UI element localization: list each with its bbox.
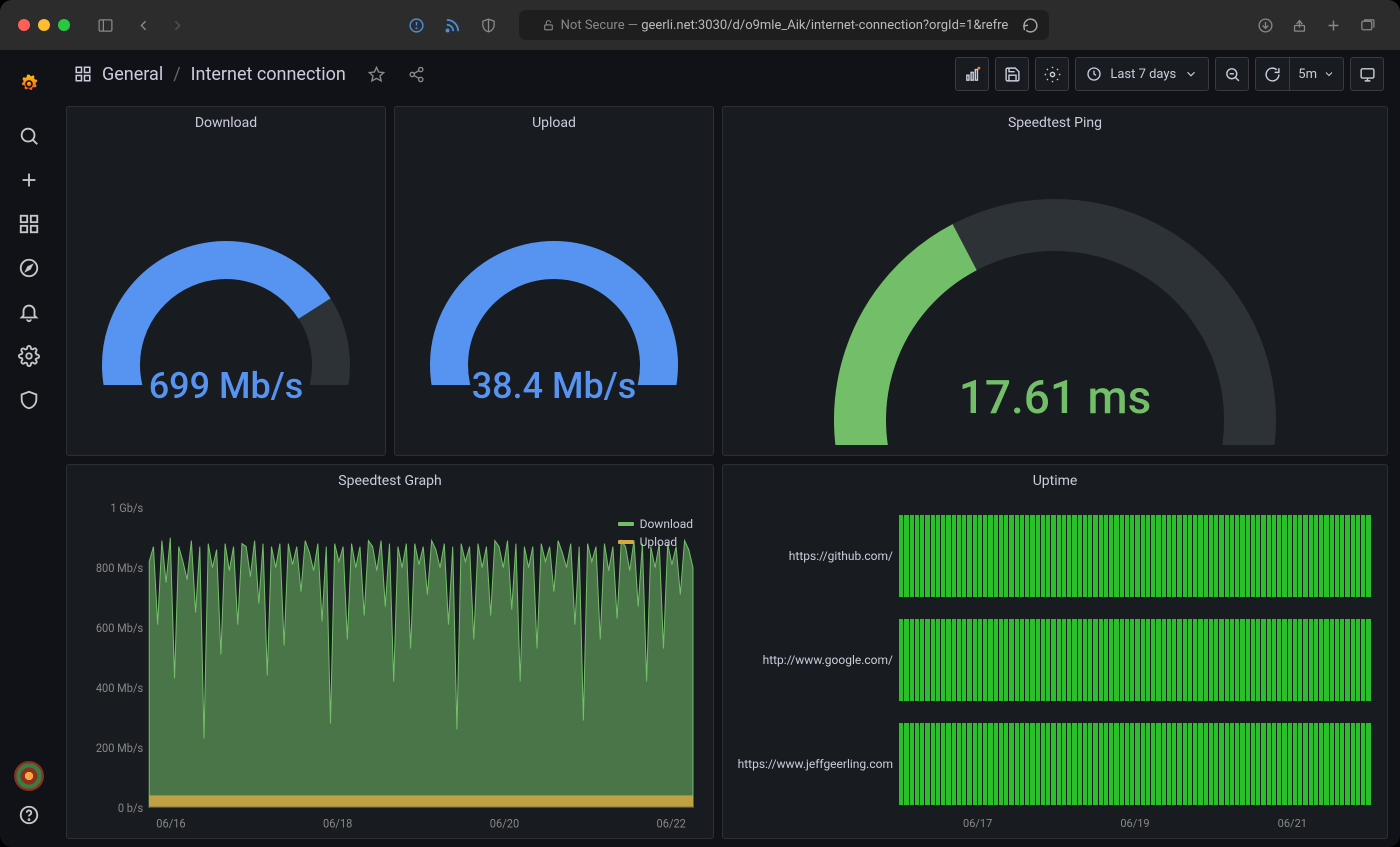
speedtest-chart: 0 b/s 200 Mb/s 400 Mb/s 600 Mb/s 800 Mb/s 1 G… [79, 501, 701, 834]
explore-icon[interactable] [9, 248, 49, 288]
create-icon[interactable] [9, 160, 49, 200]
zoom-out-button[interactable] [1215, 57, 1249, 91]
svg-text:06/16: 06/16 [156, 816, 185, 831]
clock-icon [1086, 66, 1102, 82]
url-bar[interactable]: Not Secure — geerli.net:3030/d/o9mle_Aik… [519, 10, 1049, 40]
uptime-row-label: https://www.jeffgeerling.com [723, 757, 893, 771]
breadcrumb-root[interactable]: General [102, 64, 163, 85]
server-admin-icon[interactable] [9, 380, 49, 420]
panel-title: Upload [395, 107, 713, 135]
svg-text:06/18: 06/18 [323, 816, 352, 831]
chevron-down-icon [1184, 67, 1198, 81]
uptime-row: https://github.com/ [723, 505, 1371, 607]
chart-legend: Download Upload [618, 517, 693, 553]
panel-uptime[interactable]: Uptime https://github.com/http://www.goo… [722, 464, 1388, 839]
download-gauge [86, 205, 366, 385]
nav-back-button[interactable] [128, 10, 158, 40]
chevron-down-icon [1323, 68, 1335, 80]
legend-label-upload: Upload [640, 535, 678, 549]
add-panel-button[interactable] [955, 57, 989, 91]
url-text: Not Secure — geerli.net:3030/d/o9mle_Aik… [561, 18, 1009, 33]
svg-text:0 b/s: 0 b/s [118, 800, 143, 815]
legend-label-download: Download [640, 517, 693, 531]
uptime-row-label: http://www.google.com/ [723, 653, 893, 667]
uptime-bars [899, 619, 1371, 701]
reload-button[interactable] [1015, 10, 1045, 40]
dashboard-settings-button[interactable] [1035, 57, 1069, 91]
help-icon[interactable] [9, 795, 49, 835]
svg-text:200 Mb/s: 200 Mb/s [96, 740, 143, 755]
shield-icon[interactable] [473, 10, 503, 40]
tab-overview-button[interactable] [1352, 10, 1382, 40]
panel-title: Speedtest Ping [723, 107, 1387, 135]
grafana-logo-icon[interactable] [9, 64, 49, 104]
svg-text:06/20: 06/20 [490, 816, 519, 831]
cycle-view-button[interactable] [1350, 57, 1384, 91]
svg-text:06/22: 06/22 [657, 816, 687, 831]
privacy-report-icon[interactable] [401, 10, 431, 40]
uptime-xaxis: 06/1706/1906/21 [723, 817, 1371, 830]
time-range-label: Last 7 days [1110, 67, 1176, 82]
panel-upload[interactable]: Upload 38.4 Mb/s [394, 106, 714, 456]
window-zoom-button[interactable] [58, 19, 70, 31]
uptime-chart: https://github.com/http://www.google.com… [723, 493, 1387, 838]
ping-value: 17.61 ms [959, 371, 1152, 425]
star-dashboard-button[interactable] [362, 59, 392, 89]
breadcrumb-page[interactable]: Internet connection [191, 64, 346, 85]
refresh-interval-picker[interactable]: 5m [1289, 57, 1344, 91]
downloads-button[interactable] [1250, 10, 1280, 40]
dashboards-icon[interactable] [9, 204, 49, 244]
download-value: 699 Mb/s [149, 365, 304, 407]
uptime-row: https://www.jeffgeerling.com [723, 713, 1371, 815]
panel-title: Download [67, 107, 385, 135]
time-range-picker[interactable]: Last 7 days [1075, 57, 1209, 91]
panel-speedtest-graph[interactable]: Speedtest Graph 0 b/s 200 Mb/s 400 Mb/s 600… [66, 464, 714, 839]
refresh-interval-label: 5m [1298, 67, 1317, 82]
upload-value: 38.4 Mb/s [472, 365, 637, 407]
rss-icon[interactable] [437, 10, 467, 40]
legend-swatch-download [618, 522, 634, 526]
breadcrumb: General / Internet connection [102, 64, 346, 85]
panel-ping[interactable]: Speedtest Ping 17.61 ms [722, 106, 1388, 456]
configuration-icon[interactable] [9, 336, 49, 376]
new-tab-button[interactable] [1318, 10, 1348, 40]
uptime-bars [899, 723, 1371, 805]
user-avatar[interactable] [14, 761, 44, 791]
svg-text:400 Mb/s: 400 Mb/s [96, 680, 143, 695]
lock-open-icon [542, 19, 555, 32]
window-minimize-button[interactable] [38, 19, 50, 31]
legend-swatch-upload [618, 540, 634, 544]
alerting-icon[interactable] [9, 292, 49, 332]
share-dashboard-button[interactable] [402, 59, 432, 89]
dashboard-panels: Download 699 Mb/s Upload 38.4 Mb/s [58, 98, 1400, 847]
sidebar-toggle-button[interactable] [90, 10, 120, 40]
save-dashboard-button[interactable] [995, 57, 1029, 91]
uptime-row-label: https://github.com/ [723, 549, 893, 563]
uptime-bars [899, 515, 1371, 597]
panel-title: Uptime [723, 465, 1387, 493]
search-icon[interactable] [9, 116, 49, 156]
panel-title: Speedtest Graph [67, 465, 713, 493]
dashboards-breadcrumb-icon[interactable] [74, 65, 92, 83]
traffic-lights [18, 19, 70, 31]
window-close-button[interactable] [18, 19, 30, 31]
dashboard-header: General / Internet connection [58, 50, 1400, 98]
refresh-button[interactable] [1255, 57, 1289, 91]
upload-gauge [414, 205, 694, 385]
browser-window: Not Secure — geerli.net:3030/d/o9mle_Aik… [0, 0, 1400, 847]
breadcrumb-separator: / [173, 64, 180, 85]
nav-forward-button[interactable] [162, 10, 192, 40]
svg-text:800 Mb/s: 800 Mb/s [96, 560, 143, 575]
svg-text:1 Gb/s: 1 Gb/s [110, 501, 143, 515]
uptime-row: http://www.google.com/ [723, 609, 1371, 711]
svg-text:600 Mb/s: 600 Mb/s [96, 620, 143, 635]
panel-download[interactable]: Download 699 Mb/s [66, 106, 386, 456]
share-button[interactable] [1284, 10, 1314, 40]
browser-titlebar: Not Secure — geerli.net:3030/d/o9mle_Aik… [0, 0, 1400, 50]
grafana-sidebar [0, 50, 58, 847]
